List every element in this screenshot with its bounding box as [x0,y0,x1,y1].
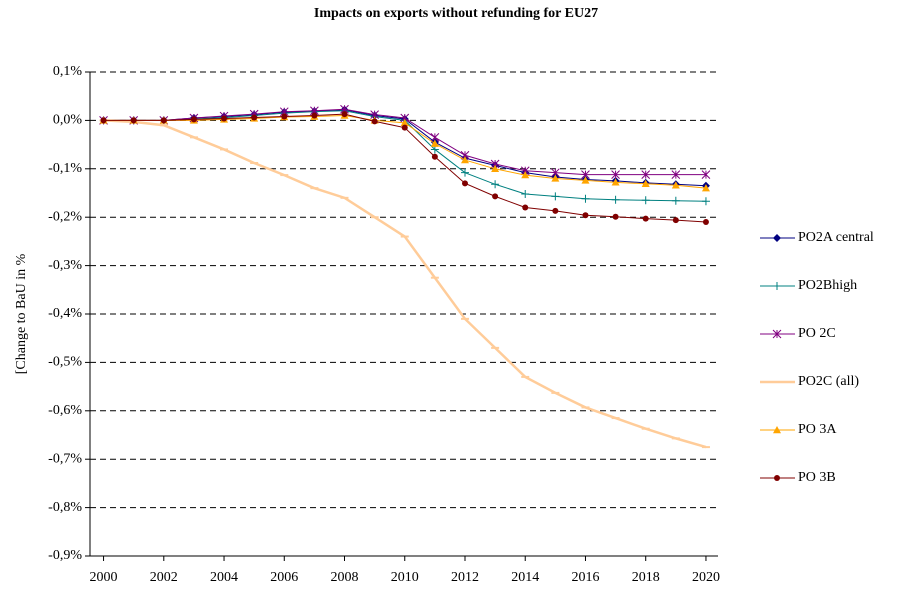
marker [100,117,107,124]
marker [311,112,318,119]
marker [612,213,619,220]
marker [190,116,197,123]
legend-label: PO 2C [798,326,836,341]
legend-label: PO2C (all) [798,374,859,389]
marker [341,111,348,118]
y-tick-label: 0,0% [53,113,83,128]
marker [671,170,681,179]
marker [552,207,559,214]
marker [460,156,469,164]
marker [521,171,530,179]
marker [521,189,530,198]
y-tick-label: -0,5% [48,355,82,370]
marker [581,176,590,184]
marker [160,117,167,124]
marker [431,153,438,160]
marker [492,193,499,200]
marker [460,168,469,177]
marker [551,174,560,182]
legend-marker [774,475,780,481]
x-tick-label: 2000 [90,570,118,585]
x-tick-label: 2010 [391,570,419,585]
marker [371,118,378,125]
marker [672,217,679,224]
marker [671,196,680,205]
marker [701,184,710,192]
marker [401,124,408,131]
series-line [103,119,707,449]
marker [671,181,680,189]
marker [551,192,560,201]
y-tick-label: 0,1% [53,64,83,79]
marker [702,219,709,226]
marker [642,215,649,222]
legend-marker [773,426,781,434]
x-tick-label: 2020 [692,570,720,585]
marker [400,118,409,127]
legend-label: PO 3A [798,422,837,437]
marker [461,180,468,187]
marker [701,197,710,206]
marker [611,195,620,204]
legend-label: PO 3B [798,470,836,485]
marker [430,139,439,147]
y-tick-label: -0,2% [48,209,82,224]
y-tick-label: -0,3% [48,258,82,273]
marker [522,204,529,211]
legend-marker [773,282,781,290]
y-tick-label: -0,4% [48,306,82,321]
marker [611,170,620,179]
marker [701,170,711,179]
x-tick-label: 2004 [210,570,238,585]
marker [641,170,651,179]
marker [130,117,137,124]
marker [641,196,650,205]
y-tick-label: -0,9% [48,548,82,563]
x-tick-label: 2006 [270,570,298,585]
marker [491,180,500,189]
chart-title: Impacts on exports without refunding for… [314,6,598,21]
legend-label: PO2Bhigh [798,278,857,293]
legend-marker [773,234,781,242]
x-tick-label: 2018 [632,570,660,585]
y-tick-label: -0,7% [48,451,82,466]
y-axis-label: [Change to BaU in % [14,253,29,374]
legend-label: PO2A central [798,230,874,245]
marker [611,178,620,186]
x-tick-label: 2002 [150,570,178,585]
x-tick-label: 2014 [511,570,539,585]
y-tick-label: -0,1% [48,161,82,176]
marker [491,164,500,172]
y-tick-label: -0,8% [48,500,82,515]
marker [251,114,258,121]
marker [581,194,590,203]
marker [281,113,288,120]
x-tick-label: 2008 [331,570,359,585]
x-tick-label: 2012 [451,570,479,585]
marker [641,179,650,188]
marker [221,115,228,122]
legend-marker [772,329,782,339]
x-tick-label: 2016 [571,570,599,585]
marker [582,212,589,219]
y-tick-label: -0,6% [48,403,82,418]
